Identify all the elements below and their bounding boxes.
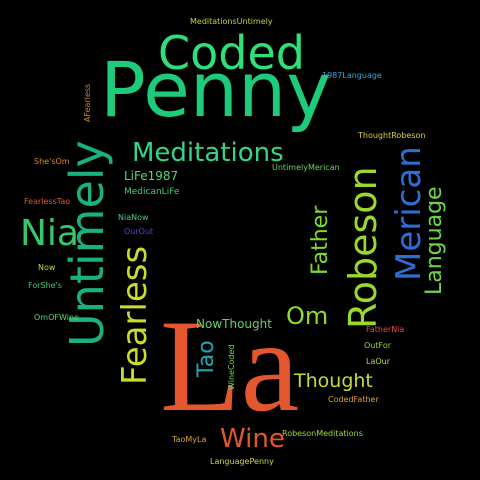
word-wine: Wine [220, 424, 285, 454]
word-meditations: Meditations [132, 138, 284, 168]
word-ourout: OurOut [124, 227, 154, 236]
word-meditationsuntimely: MeditationsUntimely [190, 17, 273, 26]
word-outfor: OutFor [364, 341, 392, 350]
word-father: Father [308, 205, 333, 275]
word-fearlesstao: FearlessTao [24, 197, 71, 206]
word-now: Now [38, 263, 56, 272]
word-languagepenny: LanguagePenny [210, 457, 274, 466]
word-nia: Nia [20, 213, 79, 254]
word-winecoded: WineCoded [227, 344, 236, 390]
word-afearless: AFearless [83, 83, 92, 122]
word-nianow: NiaNow [118, 213, 149, 222]
word-she-som: She'sOm [34, 157, 70, 166]
word-merican: Merican [389, 146, 429, 281]
word-untimelymerican: UntimelyMerican [272, 163, 340, 172]
word-language: Language [422, 186, 447, 295]
word-om: Om [286, 302, 329, 330]
word-thought: Thought [294, 370, 373, 392]
word-taomyla: TaoMyLa [172, 435, 207, 444]
word-life1987: LiFe1987 [124, 169, 179, 183]
word-codedfather: CodedFather [328, 395, 379, 404]
word-coded: Coded [158, 26, 305, 80]
word-1987language: 1987Language [322, 71, 382, 80]
word-fathernia: FatherNia [366, 325, 405, 334]
word-fearless: Fearless [115, 245, 155, 385]
word-nowthought: NowThought [196, 317, 272, 331]
word-penny: Penny [100, 45, 332, 134]
word-la: La [160, 292, 300, 439]
word-thoughtrobeson: ThoughtRobeson [358, 131, 426, 140]
word-tao: Tao [194, 340, 219, 377]
word-laour: LaOur [366, 357, 391, 366]
word-omofwine: OmOFWine [34, 313, 79, 322]
word-forshe-s: ForShe's [28, 281, 62, 290]
word-medicanlife: MedicanLiFe [124, 187, 180, 197]
word-robeson: Robeson [341, 166, 385, 329]
word-robesonmeditations: RobesonMeditations [282, 429, 363, 438]
